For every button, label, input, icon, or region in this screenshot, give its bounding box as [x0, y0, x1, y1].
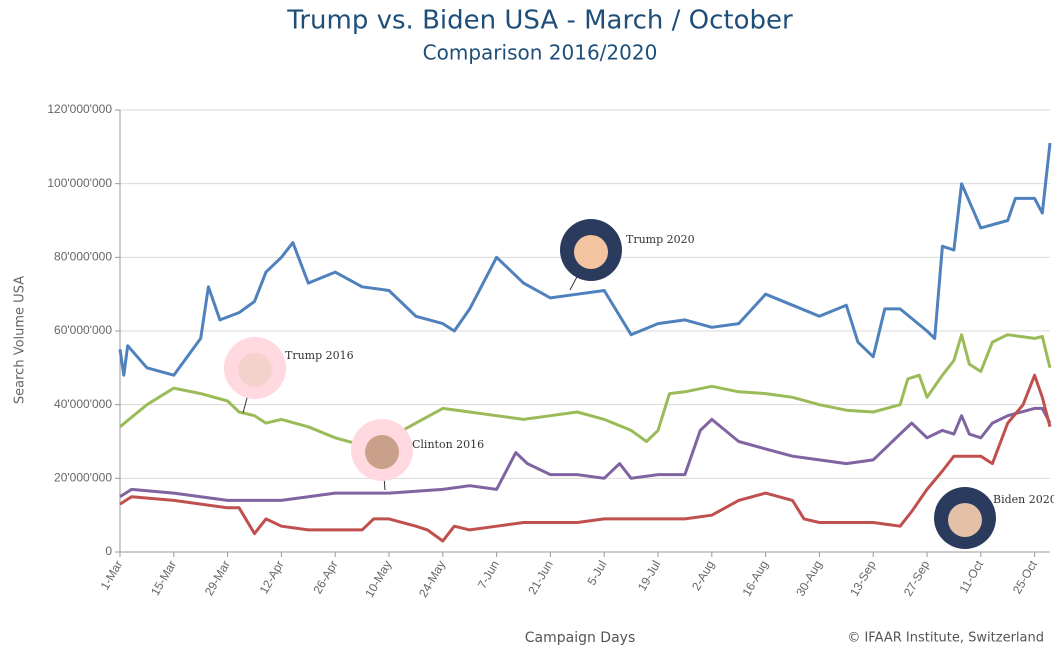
- x-tick-label: 25-Oct: [1010, 558, 1040, 597]
- x-tick-label: 1-Mar: [98, 558, 126, 592]
- x-tick-label: 24-May: [416, 558, 448, 600]
- x-tick-label: 10-May: [362, 558, 394, 600]
- legend-label: Trump 2016: [285, 349, 354, 362]
- portrait-face: [574, 235, 608, 269]
- series-line: [118, 142, 1052, 377]
- x-tick-label: 29-Mar: [202, 558, 233, 598]
- chart-subtitle: Comparison 2016/2020: [423, 41, 658, 65]
- x-tick-label: 30-Aug: [793, 558, 824, 599]
- y-tick-label: 120'000'000: [47, 102, 112, 116]
- x-tick-label: 15-Mar: [148, 558, 179, 598]
- y-tick-label: 60'000'000: [54, 323, 112, 337]
- source-note: © IFAAR Institute, Switzerland: [847, 631, 1044, 646]
- x-tick-label: 5-Jul: [584, 558, 609, 588]
- series-line: [119, 333, 1052, 447]
- y-axis-label: Search Volume USA: [13, 276, 28, 404]
- legend-label: Trump 2020: [626, 233, 695, 246]
- x-tick-label: 12-Apr: [257, 558, 287, 596]
- chart-title: Trump vs. Biden USA - March / October: [286, 6, 793, 36]
- y-tick-label: 0: [105, 544, 112, 558]
- x-tick-label: 16-Aug: [739, 558, 770, 599]
- legend-label: Clinton 2016: [412, 438, 484, 451]
- y-tick-label: 40'000'000: [54, 397, 112, 411]
- series-line: [119, 406, 1052, 502]
- portrait-face: [948, 503, 982, 537]
- x-tick-label: 7-Jun: [475, 558, 502, 591]
- x-tick-label: 19-Jul: [635, 558, 663, 593]
- legend-label: Biden 2020: [993, 493, 1054, 506]
- x-tick-label: 27-Sep: [901, 558, 933, 599]
- x-tick-label: 11-Oct: [956, 558, 986, 596]
- series-line: [119, 373, 1052, 543]
- y-tick-label: 20'000'000: [54, 471, 112, 485]
- x-tick-label: 2-Aug: [689, 558, 717, 593]
- x-tick-label: 13-Sep: [847, 558, 879, 599]
- y-tick-label: 80'000'000: [54, 250, 112, 264]
- x-tick-label: 26-Apr: [310, 558, 340, 596]
- portrait-face: [238, 353, 272, 387]
- x-tick-label: 21-Jun: [525, 558, 555, 597]
- x-axis-label: Campaign Days: [525, 630, 636, 646]
- y-tick-label: 100'000'000: [47, 176, 112, 190]
- portrait-face: [365, 435, 399, 469]
